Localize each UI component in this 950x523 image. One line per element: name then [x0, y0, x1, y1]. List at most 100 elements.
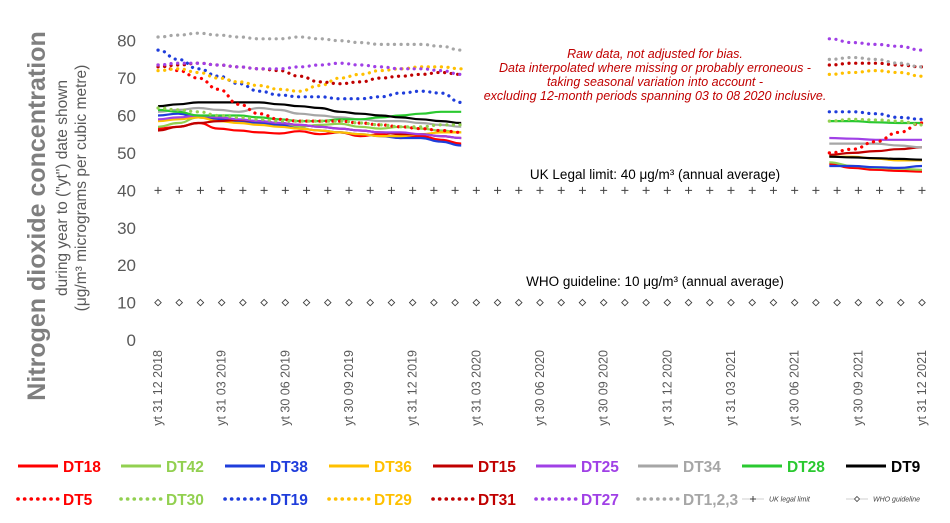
series-dt34-line: [157, 106, 462, 128]
uk-legal-limit-marker: [748, 186, 756, 194]
y-tick-label: 0: [127, 331, 136, 350]
who-guideline-marker: [366, 298, 375, 307]
series-dt31-line: [827, 61, 924, 69]
series-dt18-line: [829, 163, 923, 173]
uk-legal-limit-marker: [515, 186, 523, 194]
who-guideline-marker: [430, 298, 438, 307]
uk-legal-limit-label: UK Legal limit: 40 μg/m³ (annual average…: [530, 167, 780, 182]
legend-dt27-label: DT27: [581, 492, 619, 509]
who-guideline-marker: [727, 298, 735, 307]
uk-legal-limit-marker: [663, 186, 671, 194]
series-dt27-line: [827, 37, 924, 52]
series-dt34-line: [829, 142, 923, 149]
series-dt1-2-3-line: [156, 31, 463, 52]
who-guideline-marker: [217, 298, 226, 307]
who-guideline-marker: [302, 298, 311, 307]
legend-dt5-label: DT5: [63, 492, 93, 509]
x-tick-label: yt 31 03 2019: [215, 350, 229, 426]
who-guideline-marker: [451, 298, 459, 307]
legend: DT18 DT42 DT38 DT36 DT15 DT25 DT34 DT28 DT9 DT5 DT…: [16, 459, 921, 509]
legend-dt1-2-3-label: DT1,2,3: [683, 492, 739, 509]
uk-legal-limit-marker: [345, 186, 353, 194]
x-tick-label: yt 31 03 2021: [724, 350, 738, 426]
y-axis-subtitle-2: (μg/m³ micrograms per cubic metre): [73, 65, 90, 312]
who-guideline-marker: [621, 298, 629, 307]
series-dt19-line: [827, 110, 924, 121]
uk-legal-limit-marker: [685, 186, 693, 194]
legend-dt30-label: DT30: [166, 492, 204, 509]
x-tick-label: yt 31 03 2020: [469, 350, 483, 426]
who-guideline-label: WHO guideline: 10 μg/m³ (annual average): [526, 274, 784, 289]
who-guideline-marker: [578, 298, 587, 307]
who-guideline-marker: [875, 298, 884, 307]
who-guideline-marker: [239, 298, 247, 307]
note-line-2: Data interpolated where missing or proba…: [499, 61, 811, 75]
legend-dt15-label: DT15: [478, 459, 516, 476]
uk-legal-limit-marker: [239, 186, 247, 194]
series-dt25-line: [829, 136, 922, 141]
uk-legal-limit-marker: [281, 186, 289, 194]
x-tick-label: yt 30 06 2020: [533, 350, 547, 426]
x-tick-label: yt 30 09 2019: [342, 350, 356, 426]
series-dt28-line: [829, 120, 922, 125]
who-guideline-marker: [345, 298, 353, 307]
who-guideline-marker: [599, 298, 608, 307]
series-dt9-line: [829, 155, 923, 161]
uk-legal-limit-marker: [642, 186, 650, 194]
uk-legal-limit-marker: [706, 186, 714, 194]
uk-legal-limit-marker: [303, 186, 311, 194]
series-dt19-line: [156, 48, 463, 104]
who-guideline-marker: [514, 298, 523, 307]
series-dt29-line: [156, 65, 463, 93]
legend-who-guideline-swatch-marker: [853, 495, 861, 503]
uk-legal-limit-marker: [578, 186, 586, 194]
uk-legal-limit-marker: [260, 186, 268, 194]
who-guideline-marker: [196, 298, 205, 307]
legend-dt18-label: DT18: [63, 459, 101, 476]
x-tick-label: yt 31 12 2020: [660, 350, 674, 426]
uk-legal-limit-marker: [472, 186, 480, 194]
y-tick-label: 10: [117, 294, 136, 313]
y-axis-title: Nitrogen dioxide concentration: [23, 31, 51, 400]
who-guideline-marker: [260, 298, 268, 307]
legend-who-guideline-label: WHO guideline: [873, 497, 920, 504]
who-guideline-marker: [323, 298, 332, 307]
note-line-1: Raw data, not adjusted for bias.: [567, 47, 743, 61]
y-tick-label: 40: [117, 181, 136, 200]
uk-legal-limit-marker: [366, 186, 374, 194]
legend-dt42-label: DT42: [166, 459, 204, 476]
series-dt27-line: [156, 61, 463, 76]
uk-legal-limit-marker: [600, 186, 608, 194]
uk-legal-limit-marker: [727, 186, 735, 194]
legend-dt19-label: DT19: [270, 492, 308, 509]
legend-dt38-label: DT38: [270, 459, 308, 476]
who-guideline-marker: [408, 298, 417, 307]
uk-legal-limit-marker: [196, 186, 204, 194]
uk-legal-limit-marker: [876, 186, 884, 194]
uk-legal-limit-marker: [494, 186, 502, 194]
y-tick-label: 50: [117, 144, 136, 163]
uk-legal-limit-marker: [833, 186, 841, 194]
who-guideline-marker: [748, 298, 757, 307]
who-guideline-marker: [854, 298, 863, 307]
who-guideline-marker: [790, 298, 799, 307]
legend-dt25-label: DT25: [581, 459, 619, 476]
uk-legal-limit-marker: [154, 186, 162, 194]
series-dt1-2-3-line: [827, 55, 924, 69]
legend-uk-legal-limit-swatch-marker: [750, 496, 756, 502]
reference-lines: [154, 186, 926, 307]
series-dt5-line: [156, 63, 463, 134]
who-guideline-marker: [387, 298, 396, 307]
uk-legal-limit-marker: [324, 186, 332, 194]
y-tick-label: 30: [117, 219, 136, 238]
uk-legal-limit-marker: [409, 186, 417, 194]
y-axis-subtitle-1: during year to ("yt") date shown: [54, 80, 71, 296]
uk-legal-limit-marker: [175, 186, 183, 194]
who-guideline-marker: [154, 298, 162, 307]
uk-legal-limit-marker: [218, 186, 226, 194]
y-tick-label: 20: [117, 256, 136, 275]
uk-legal-limit-marker: [430, 186, 438, 194]
x-tick-label: yt 31 12 2021: [915, 350, 929, 426]
y-axis: 0 10 20 30 40 50 60 70 80: [117, 32, 136, 350]
